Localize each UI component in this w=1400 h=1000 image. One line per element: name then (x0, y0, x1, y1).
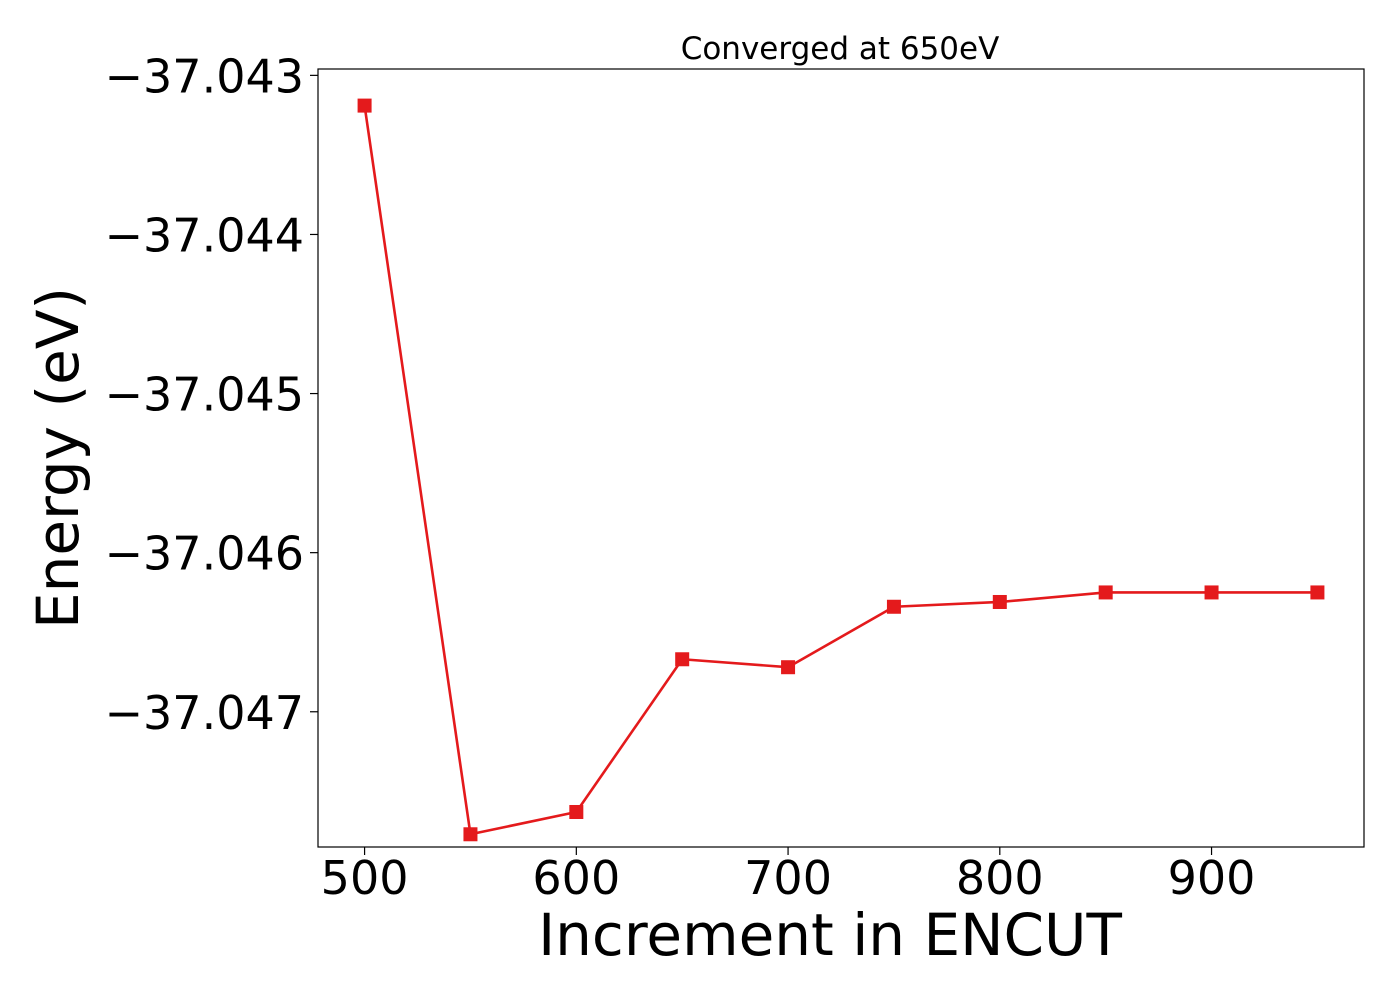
y-tick-label: −37.047 (105, 686, 305, 740)
x-axis-ticks: 500 600 700 800 900 (321, 847, 1256, 905)
data-point-marker (569, 804, 584, 819)
data-point-marker (781, 660, 796, 675)
series-layer (357, 98, 1325, 842)
y-tick-label: −37.046 (105, 527, 305, 581)
y-axis-label: Energy (eV) (24, 287, 92, 629)
y-axis-ticks: −37.043 −37.044 −37.045 −37.046 −37.047 (105, 49, 318, 740)
series-line (363, 105, 1318, 836)
data-point-marker (357, 98, 372, 113)
data-point-marker (675, 652, 690, 667)
data-point-marker (1098, 585, 1113, 600)
data-point-marker (1310, 585, 1325, 600)
y-tick-label: −37.043 (105, 49, 305, 103)
axes-frame (317, 68, 1365, 848)
x-tick-label: 500 (321, 851, 409, 905)
x-tick-label: 700 (744, 851, 832, 905)
x-axis-label: Increment in ENCUT (538, 901, 1122, 969)
x-tick-label: 900 (1168, 851, 1256, 905)
x-tick-label: 800 (956, 851, 1044, 905)
data-point-marker (992, 594, 1007, 609)
y-tick-label: −37.044 (105, 208, 305, 262)
x-tick-label: 600 (532, 851, 620, 905)
chart-title: Converged at 650eV (681, 31, 1000, 67)
y-tick-label: −37.045 (105, 368, 305, 422)
plot-area (317, 68, 1365, 848)
data-point-marker (1204, 585, 1219, 600)
data-point-marker (886, 599, 901, 614)
data-point-marker (463, 827, 478, 842)
